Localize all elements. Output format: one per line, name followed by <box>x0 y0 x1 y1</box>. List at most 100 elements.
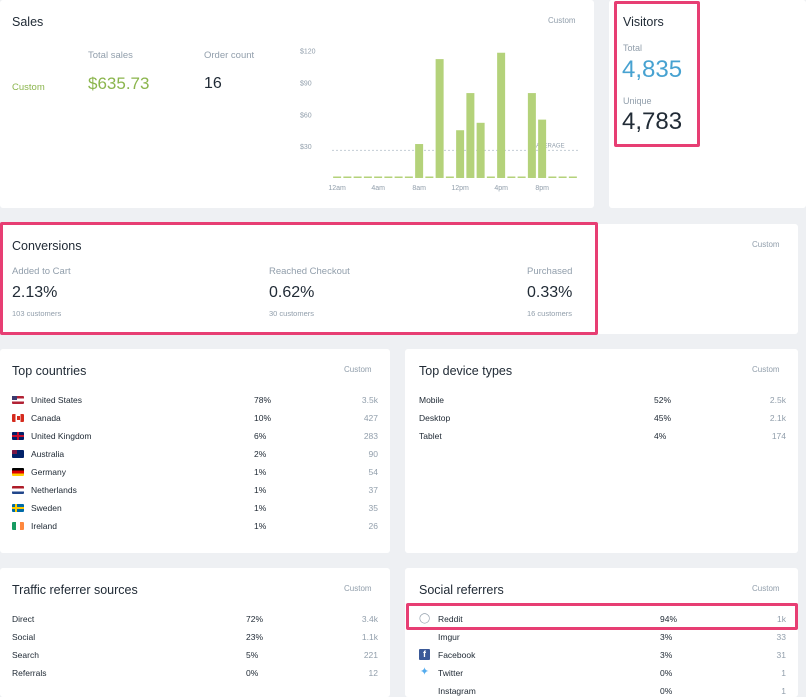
added-to-cart-label: Added to Cart <box>12 266 71 277</box>
traffic-percent: 23% <box>246 632 264 642</box>
traffic-row: Referrals 0% 12 <box>12 665 378 683</box>
sales-bar <box>415 144 424 178</box>
purchased-sub: 16 customers <box>527 309 573 318</box>
social-percent: 0% <box>660 686 673 696</box>
device-name: Mobile <box>419 395 445 405</box>
reached-checkout-label: Reached Checkout <box>269 266 350 277</box>
country-count: 90 <box>368 449 378 459</box>
x-tick-label: 12am <box>328 185 346 192</box>
social-date-range-link[interactable]: Custom <box>752 584 780 593</box>
traffic-count: 12 <box>368 668 378 678</box>
visitors-total-label: Total <box>623 43 643 53</box>
country-row: Germany 1% 54 <box>12 464 378 482</box>
countries-date-range-link[interactable]: Custom <box>344 365 372 374</box>
au-flag-icon <box>12 450 24 458</box>
sales-bar <box>333 176 342 178</box>
social-row: Instagram 0% 1 <box>419 683 786 697</box>
sales-title: Sales <box>12 15 44 29</box>
sales-bar <box>538 119 547 178</box>
twitter-icon: ✦ <box>419 666 430 678</box>
social-referrers-title: Social referrers <box>419 583 504 597</box>
social-referrers-card: Social referrers Custom ◯ Reddit 94% 1k … <box>405 568 798 697</box>
order-count-label: Order count <box>204 50 255 61</box>
traffic-date-range-link[interactable]: Custom <box>344 584 372 593</box>
reached-checkout-sub: 30 customers <box>269 309 315 318</box>
total-sales-label: Total sales <box>88 50 133 61</box>
country-row: Netherlands 1% 37 <box>12 482 378 500</box>
devices-date-range-link[interactable]: Custom <box>752 365 780 374</box>
social-name: Reddit <box>438 614 463 624</box>
y-tick-label: $30 <box>300 144 312 151</box>
ca-flag-icon <box>12 414 24 422</box>
sales-bar <box>374 176 383 178</box>
traffic-row: Direct 72% 3.4k <box>12 611 378 629</box>
y-tick-label: $60 <box>300 112 312 119</box>
country-count: 283 <box>363 431 378 441</box>
traffic-row: Social 23% 1.1k <box>12 629 378 647</box>
reddit-icon: ◯ <box>419 613 431 624</box>
social-count: 1 <box>781 686 786 696</box>
sales-bar <box>425 176 434 178</box>
country-count: 3.5k <box>361 395 378 405</box>
traffic-sources-title: Traffic referrer sources <box>12 583 138 597</box>
added-to-cart-sub: 103 customers <box>12 309 62 318</box>
country-name: United States <box>31 395 83 405</box>
purchased-label: Purchased <box>527 266 573 277</box>
device-count: 2.5k <box>769 395 786 405</box>
sales-bar <box>435 59 444 178</box>
conversions-title: Conversions <box>12 239 82 253</box>
de-flag-icon <box>12 468 24 476</box>
traffic-percent: 0% <box>246 668 259 678</box>
sales-bar <box>476 122 485 178</box>
device-count: 174 <box>771 431 786 441</box>
sales-bar <box>445 176 454 178</box>
x-tick-label: 8pm <box>535 185 549 192</box>
social-count: 33 <box>776 632 786 642</box>
sales-bar <box>456 130 465 178</box>
purchased-value: 0.33% <box>527 284 573 301</box>
x-tick-label: 8am <box>412 185 426 192</box>
traffic-count: 221 <box>363 650 378 660</box>
sales-bar <box>568 176 577 178</box>
average-label: AVERAGE <box>536 143 565 149</box>
country-name: Sweden <box>31 503 62 513</box>
country-row: Australia 2% 90 <box>12 446 378 464</box>
visitors-unique-label: Unique <box>623 96 652 106</box>
added-to-cart-value: 2.13% <box>12 284 58 301</box>
top-countries-card: Top countries Custom United States 78% 3… <box>0 349 390 553</box>
traffic-percent: 5% <box>246 650 259 660</box>
us-flag-icon <box>12 396 24 404</box>
sales-bar <box>384 176 393 178</box>
device-row: Desktop 45% 2.1k <box>419 410 786 428</box>
country-percent: 1% <box>254 467 267 477</box>
country-percent: 1% <box>254 485 267 495</box>
country-count: 26 <box>368 521 378 531</box>
sales-bar <box>497 52 506 178</box>
conversions-card: Conversions Custom Added to Cart 2.13% 1… <box>0 224 798 334</box>
sales-bar <box>527 93 536 178</box>
device-percent: 52% <box>654 395 672 405</box>
gb-flag-icon <box>12 432 24 440</box>
visitors-title: Visitors <box>623 15 664 29</box>
country-percent: 2% <box>254 449 267 459</box>
top-devices-title: Top device types <box>419 364 513 378</box>
sales-bar <box>548 176 557 178</box>
social-percent: 0% <box>660 668 673 678</box>
country-row: United Kingdom 6% 283 <box>12 428 378 446</box>
sales-date-range-link[interactable]: Custom <box>548 16 576 25</box>
y-tick-label: $120 <box>300 49 316 56</box>
social-name: Facebook <box>438 650 476 660</box>
device-name: Desktop <box>419 413 451 423</box>
social-row: ✦ Twitter 0% 1 <box>419 665 786 683</box>
conversions-date-range-link[interactable]: Custom <box>752 240 780 249</box>
social-name: Instagram <box>438 686 476 696</box>
traffic-row: Search 5% 221 <box>12 647 378 665</box>
sales-bar <box>507 176 516 178</box>
top-devices-card: Top device types Custom Mobile 52% 2.5k … <box>405 349 798 553</box>
top-countries-title: Top countries <box>12 364 87 378</box>
total-sales-value: $635.73 <box>88 74 150 93</box>
country-percent: 6% <box>254 431 267 441</box>
social-name: Twitter <box>438 668 464 678</box>
sales-bar <box>558 176 567 178</box>
traffic-source-name: Social <box>12 632 36 642</box>
